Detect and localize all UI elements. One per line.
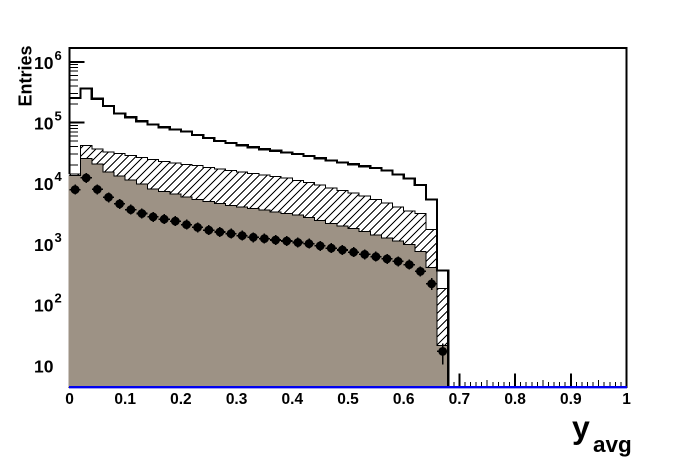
svg-text:0.6: 0.6 [393, 391, 415, 408]
svg-text:avg: avg [593, 432, 632, 457]
svg-text:y: y [572, 410, 590, 446]
svg-text:10: 10 [34, 235, 54, 255]
svg-text:Entries: Entries [16, 45, 36, 106]
svg-text:5: 5 [55, 109, 62, 124]
svg-text:0.5: 0.5 [337, 391, 359, 408]
svg-text:2: 2 [55, 291, 62, 306]
svg-text:6: 6 [55, 48, 62, 63]
svg-text:0.3: 0.3 [226, 391, 248, 408]
svg-text:0.1: 0.1 [114, 391, 136, 408]
svg-text:10: 10 [34, 356, 54, 376]
svg-text:0.8: 0.8 [504, 391, 526, 408]
svg-text:4: 4 [55, 169, 63, 184]
svg-text:10: 10 [34, 53, 54, 73]
svg-text:0.7: 0.7 [449, 391, 471, 408]
svg-text:10: 10 [34, 114, 54, 134]
svg-text:1: 1 [622, 391, 631, 408]
svg-text:3: 3 [55, 230, 62, 245]
svg-text:0: 0 [65, 391, 74, 408]
svg-text:0.9: 0.9 [560, 391, 582, 408]
svg-text:0.2: 0.2 [170, 391, 192, 408]
svg-text:10: 10 [34, 174, 54, 194]
svg-text:0.4: 0.4 [282, 391, 304, 408]
svg-text:10: 10 [34, 296, 54, 316]
